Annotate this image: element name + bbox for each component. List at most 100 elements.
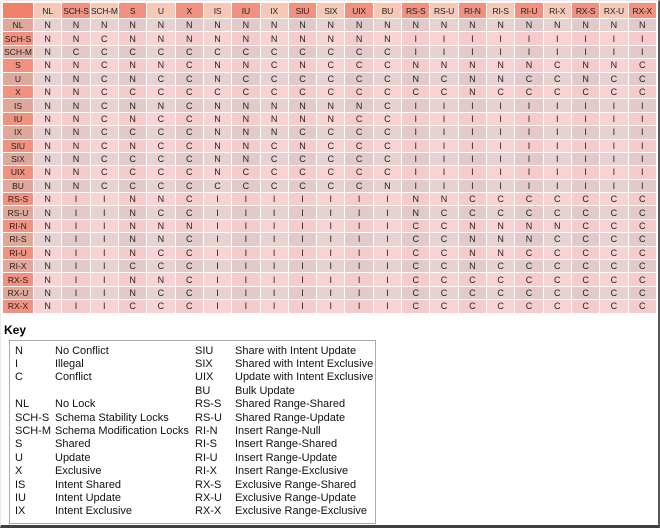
matrix-cell-is-iu: N xyxy=(232,99,260,112)
matrix-cell-is-u: N xyxy=(147,99,175,112)
key-abbr: SCH-M xyxy=(15,424,52,437)
matrix-cell-ri-n-x: N xyxy=(175,219,203,233)
matrix-cell-nl-rs-s: N xyxy=(402,19,430,32)
matrix-cell-rx-s-ri-u: C xyxy=(515,273,543,286)
matrix-cell-rs-s-sch-m: I xyxy=(90,193,118,206)
matrix-cell-u-ri-s: N xyxy=(487,72,515,85)
matrix-cell-ri-s-sch-s: I xyxy=(62,233,90,246)
key-abbr: IX xyxy=(15,505,26,518)
matrix-cell-s-ri-n: N xyxy=(458,59,486,72)
matrix-cell-nl-x: N xyxy=(175,19,203,32)
matrix-cell-sch-m-bu: C xyxy=(373,45,402,59)
matrix-cell-uix-ri-n: I xyxy=(458,166,486,179)
matrix-cell-ri-x-u: C xyxy=(147,260,175,273)
matrix-cell-is-x: C xyxy=(175,99,203,112)
matrix-cell-is-ri-u: I xyxy=(515,99,543,112)
matrix-cell-rs-s-ri-u: C xyxy=(515,193,543,206)
matrix-cell-u-rx-u: C xyxy=(600,72,628,85)
matrix-cell-bu-sch-m: C xyxy=(90,179,118,193)
key-abbr: RI-X xyxy=(195,465,217,478)
matrix-cell-ri-s-ri-x: C xyxy=(543,233,571,246)
matrix-row-ri-u: RI-U N I I N C C I I I I I I I C C N N C C C C C xyxy=(3,246,656,260)
matrix-row-ri-s: RI-S N I I N N C I I I I I I I C C N N N C C C C xyxy=(3,233,656,246)
matrix-cell-rx-u-rx-s: C xyxy=(571,286,600,300)
row-header-iu: IU xyxy=(3,112,33,126)
matrix-cell-rx-u-siu: I xyxy=(288,286,317,300)
matrix-cell-sch-s-u: N xyxy=(147,32,175,45)
key-entry-is: IS Intent Shared xyxy=(15,479,195,492)
row-header-rs-u: RS-U xyxy=(3,206,33,219)
matrix-cell-ri-s-rx-u: C xyxy=(600,233,628,246)
matrix-cell-sch-s-ix: N xyxy=(260,32,288,45)
matrix-cell-ri-u-uix: I xyxy=(345,246,373,260)
matrix-cell-siu-is: N xyxy=(203,139,232,152)
matrix-cell-u-s: N xyxy=(118,72,147,85)
matrix-cell-ri-x-rs-s: C xyxy=(402,260,430,273)
matrix-cell-nl-rs-u: N xyxy=(430,19,458,32)
matrix-cell-six-s: C xyxy=(118,152,147,166)
matrix-cell-x-ri-n: N xyxy=(458,85,486,99)
matrix-cell-ri-u-rs-u: C xyxy=(430,246,458,260)
matrix-cell-ix-rx-x: I xyxy=(628,126,656,139)
matrix-cell-nl-ri-x: N xyxy=(543,19,571,32)
column-header-iu: IU xyxy=(232,3,260,18)
matrix-cell-uix-uix: C xyxy=(345,166,373,179)
matrix-cell-s-uix: C xyxy=(345,59,373,72)
matrix-cell-rx-x-rx-u: C xyxy=(600,300,628,313)
matrix-cell-ix-siu: C xyxy=(288,126,317,139)
matrix-cell-ri-x-rx-u: C xyxy=(600,260,628,273)
matrix-cell-ri-u-ri-u: C xyxy=(515,246,543,260)
matrix-corner-cell xyxy=(3,3,33,18)
matrix-cell-rx-s-six: I xyxy=(317,273,345,286)
matrix-cell-ri-x-siu: I xyxy=(288,260,317,273)
matrix-cell-siu-s: N xyxy=(118,139,147,152)
matrix-cell-nl-ix: N xyxy=(260,19,288,32)
column-header-ix: IX xyxy=(260,3,288,18)
row-header-ri-u: RI-U xyxy=(3,246,33,260)
matrix-cell-nl-sch-m: N xyxy=(90,19,118,32)
matrix-cell-is-rx-s: I xyxy=(571,99,600,112)
matrix-cell-rx-s-ri-x: C xyxy=(543,273,571,286)
key-entry-bu: BU Bulk Update xyxy=(195,385,373,398)
matrix-cell-x-sch-s: N xyxy=(62,85,90,99)
matrix-cell-rs-s-rx-s: C xyxy=(571,193,600,206)
matrix-cell-ix-s: C xyxy=(118,126,147,139)
matrix-cell-uix-bu: C xyxy=(373,166,402,179)
matrix-cell-six-ri-x: I xyxy=(543,152,571,166)
matrix-cell-sch-m-rx-u: I xyxy=(600,45,628,59)
matrix-cell-rx-u-is: I xyxy=(203,286,232,300)
matrix-cell-sch-s-ri-u: I xyxy=(515,32,543,45)
key-entry-rs-u: RS-U Shared Range-Update xyxy=(195,412,373,425)
column-header-u: U xyxy=(147,3,175,18)
row-header-six: SIX xyxy=(3,152,33,166)
matrix-cell-ix-u: C xyxy=(147,126,175,139)
matrix-cell-iu-ri-x: I xyxy=(543,112,571,126)
matrix-cell-six-ri-s: I xyxy=(487,152,515,166)
matrix-cell-ri-s-x: C xyxy=(175,233,203,246)
matrix-cell-rs-s-sch-s: I xyxy=(62,193,90,206)
key-abbr: C xyxy=(15,371,23,384)
matrix-cell-sch-s-siu: N xyxy=(288,32,317,45)
column-header-bu: BU xyxy=(373,3,402,18)
key-abbr: BU xyxy=(195,384,211,397)
matrix-cell-rx-s-sch-s: I xyxy=(62,273,90,286)
matrix-cell-rx-x-ri-n: C xyxy=(458,300,486,313)
matrix-cell-ri-n-ix: I xyxy=(260,219,288,233)
matrix-cell-x-ri-x: C xyxy=(543,85,571,99)
row-header-rs-s: RS-S xyxy=(3,193,33,206)
matrix-cell-s-sch-m: C xyxy=(90,59,118,72)
matrix-cell-rs-s-rx-x: C xyxy=(628,193,656,206)
matrix-cell-rx-u-ri-x: C xyxy=(543,286,571,300)
matrix-cell-sch-s-rx-u: I xyxy=(600,32,628,45)
key-desc: Shared Range-Shared xyxy=(235,398,346,411)
matrix-cell-rs-u-ri-n: C xyxy=(458,206,486,219)
matrix-row-rx-x: RX-X N I I C C C I I I I I I I C C C C C C C C C xyxy=(3,300,656,313)
matrix-cell-rs-s-x: C xyxy=(175,193,203,206)
matrix-cell-ri-n-six: I xyxy=(317,219,345,233)
key-entry-c: C Conflict xyxy=(15,371,195,384)
key-entry-s: S Shared xyxy=(15,438,195,451)
matrix-cell-uix-is: N xyxy=(203,166,232,179)
row-header-rx-u: RX-U xyxy=(3,286,33,300)
matrix-cell-ri-u-nl: N xyxy=(34,246,62,260)
matrix-cell-sch-m-rx-s: I xyxy=(571,45,600,59)
